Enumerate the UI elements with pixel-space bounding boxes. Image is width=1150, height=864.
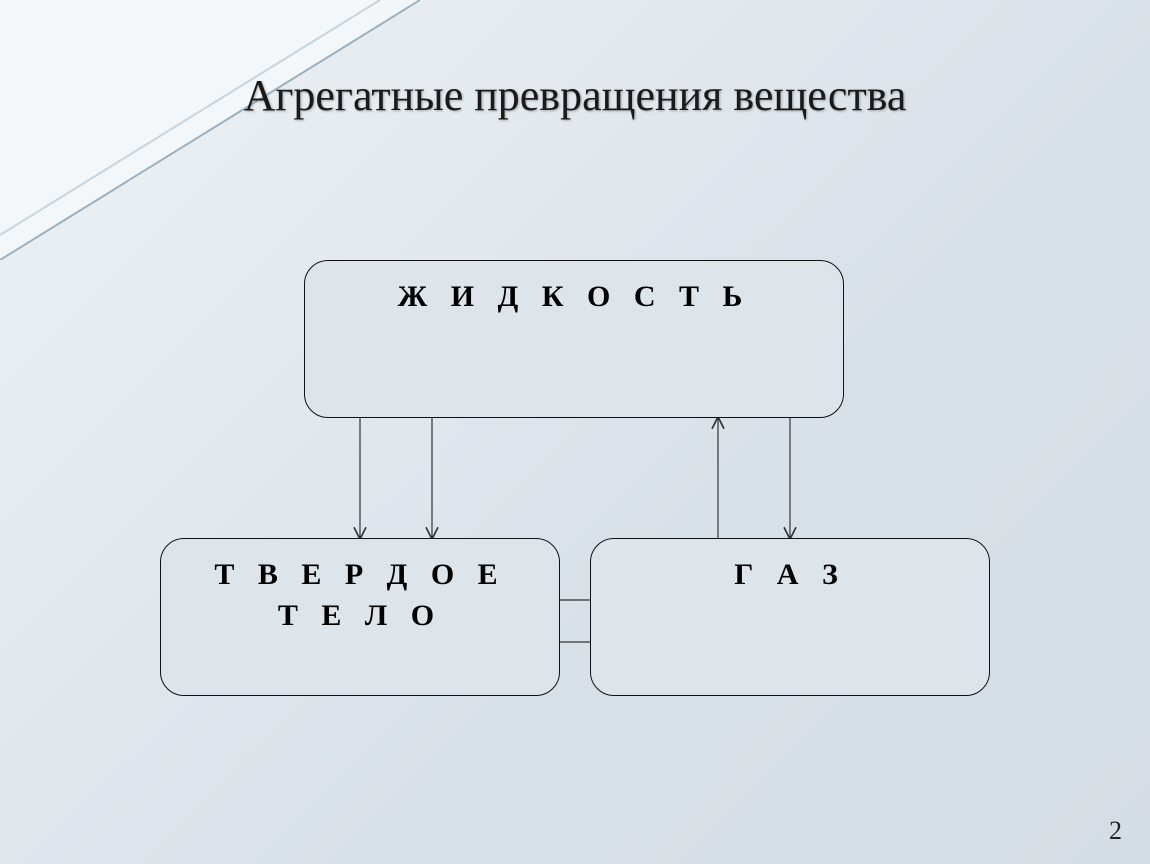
node-gas: Г А З: [590, 538, 990, 696]
state-diagram: Ж И Д К О С Т Ь Т В Е Р Д О Е Т Е Л О Г …: [160, 260, 990, 720]
corner-decoration: [0, 0, 420, 260]
slide: Агрегатные превращения вещества Ж И Д К …: [0, 0, 1150, 864]
node-liquid: Ж И Д К О С Т Ь: [304, 260, 844, 418]
node-solid: Т В Е Р Д О Е Т Е Л О: [160, 538, 560, 696]
node-solid-label-2: Т Е Л О: [278, 596, 442, 637]
slide-title: Агрегатные превращения вещества: [0, 70, 1150, 121]
node-solid-label-1: Т В Е Р Д О Е: [214, 555, 505, 596]
node-gas-label: Г А З: [734, 555, 846, 596]
page-number: 2: [1109, 816, 1122, 846]
node-liquid-label: Ж И Д К О С Т Ь: [398, 277, 751, 318]
